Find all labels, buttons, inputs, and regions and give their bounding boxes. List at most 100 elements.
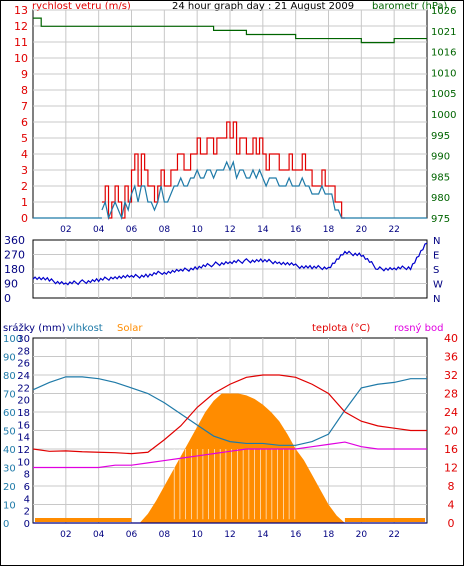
solar-area (33, 393, 427, 523)
humidity-tick-label: 0 (3, 519, 9, 530)
rain-tick-label: 6 (24, 482, 30, 493)
barometer-tick-label: 1010 (431, 68, 456, 79)
direction-tick-label: 180 (4, 263, 25, 276)
dew-point-line (33, 441, 427, 469)
barometer-tick-label: 1026 (431, 6, 456, 17)
humidity-axis-label: vlhkost (67, 323, 103, 334)
x-tick-label-top: 04 (93, 225, 105, 235)
rain-tick-label: 20 (17, 396, 30, 407)
wind-tick-label: 12 (14, 20, 28, 33)
rain-tick-label: 22 (17, 383, 30, 394)
temperature-tick-label: 16 (444, 443, 458, 456)
compass-tick-label: N (433, 294, 440, 305)
chart-title: 24 hour graph day : 21 August 2009 (172, 1, 354, 12)
temperature-tick-label: 12 (444, 462, 458, 475)
x-tick-label-bottom: 22 (388, 530, 399, 540)
temperature-tick-label: 36 (444, 351, 458, 364)
direction-tick-label: 0 (4, 292, 11, 305)
temperature-tick-label: 0 (448, 517, 455, 530)
wind-tick-label: 10 (14, 52, 28, 65)
x-tick-label-bottom: 16 (290, 530, 302, 540)
direction-tick-label: 360 (4, 234, 25, 247)
rain-tick-label: 12 (17, 445, 30, 456)
humidity-tick-label: 60 (3, 408, 16, 419)
humidity-tick-label: 10 (3, 501, 16, 512)
humidity-tick-label: 80 (3, 371, 16, 382)
humidity-tick-label: 90 (3, 353, 16, 364)
barometer-tick-label: 975 (431, 214, 450, 225)
wind-tick-label: 9 (21, 68, 28, 81)
rain-tick-label: 4 (24, 494, 30, 505)
x-tick-label-top: 06 (126, 225, 138, 235)
temperature-tick-label: 32 (444, 369, 458, 382)
dew-axis-label: rosný bod (394, 322, 443, 334)
temperature-axis-label: teplota (°C) (312, 323, 370, 334)
rain-tick-label: 30 (17, 334, 30, 345)
rain-tick-label: 0 (24, 519, 30, 530)
temperature-tick-label: 4 (448, 499, 455, 512)
axis-tick-labels: 0202040406060808101012121414161618182020… (3, 4, 458, 540)
x-tick-label-top: 10 (191, 225, 203, 235)
rain-tick-label: 14 (17, 433, 30, 444)
rain-tick-label: 24 (17, 371, 30, 382)
wind-tick-label: 7 (21, 100, 28, 113)
x-tick-label-bottom: 18 (323, 530, 335, 540)
x-tick-label-bottom: 10 (191, 530, 203, 540)
temperature-tick-label: 20 (444, 425, 458, 438)
direction-tick-label: 90 (4, 278, 18, 291)
data-series (32, 17, 428, 524)
x-tick-label-bottom: 12 (224, 530, 235, 540)
rain-tick-label: 16 (17, 420, 30, 431)
rain-tick-label: 26 (17, 359, 30, 370)
temperature-line (32, 374, 427, 455)
wind-tick-label: 6 (21, 116, 28, 129)
barometer-tick-label: 1005 (431, 89, 456, 100)
rain-tick-label: 8 (24, 470, 30, 481)
solar-axis-label: Solar (117, 323, 143, 334)
wind-axis-label: rychlost vetru (m/s) (32, 1, 131, 12)
x-tick-label-bottom: 02 (60, 530, 71, 540)
compass-tick-label: S (433, 265, 439, 276)
wind-tick-label: 3 (21, 164, 28, 177)
x-tick-label-bottom: 08 (159, 530, 171, 540)
barometer-line (33, 17, 427, 44)
compass-tick-label: E (433, 251, 439, 262)
x-tick-label-top: 02 (60, 225, 71, 235)
wind-tick-label: 4 (21, 148, 28, 161)
humidity-tick-label: 70 (3, 390, 16, 401)
solar-baseline-left (35, 518, 132, 522)
wind-tick-label: 2 (21, 180, 28, 193)
x-tick-label-top: 08 (159, 225, 171, 235)
compass-tick-label: N (433, 236, 440, 247)
wind-tick-label: 1 (21, 196, 28, 209)
rain-tick-label: 2 (24, 507, 30, 518)
barometer-axis-label: barometr (hPa) (372, 1, 448, 12)
humidity-tick-label: 40 (3, 445, 16, 456)
barometer-tick-label: 980 (431, 193, 450, 204)
temperature-tick-label: 40 (444, 332, 458, 345)
temperature-tick-label: 8 (448, 480, 455, 493)
humidity-tick-label: 20 (3, 482, 16, 493)
x-tick-label-bottom: 20 (356, 530, 368, 540)
wind-tick-label: 0 (21, 212, 28, 225)
x-tick-label-top: 14 (257, 225, 269, 235)
barometer-tick-label: 990 (431, 152, 450, 163)
x-tick-label-top: 20 (356, 225, 368, 235)
direction-tick-label: 270 (4, 249, 25, 262)
solar-baseline-right (344, 518, 425, 522)
wind-tick-label: 11 (14, 36, 28, 49)
x-tick-label-bottom: 04 (93, 530, 105, 540)
barometer-tick-label: 995 (431, 131, 450, 142)
rain-tick-label: 18 (17, 408, 30, 419)
compass-tick-label: W (433, 280, 443, 291)
barometer-tick-label: 985 (431, 172, 450, 183)
rain-axis-label: srážky (mm) (3, 322, 66, 334)
wind-average-line (101, 159, 345, 221)
x-tick-label-bottom: 14 (257, 530, 269, 540)
wind-tick-label: 8 (21, 84, 28, 97)
rain-tick-label: 10 (17, 457, 30, 468)
wind-tick-label: 13 (14, 4, 28, 17)
x-tick-label-top: 22 (388, 225, 399, 235)
